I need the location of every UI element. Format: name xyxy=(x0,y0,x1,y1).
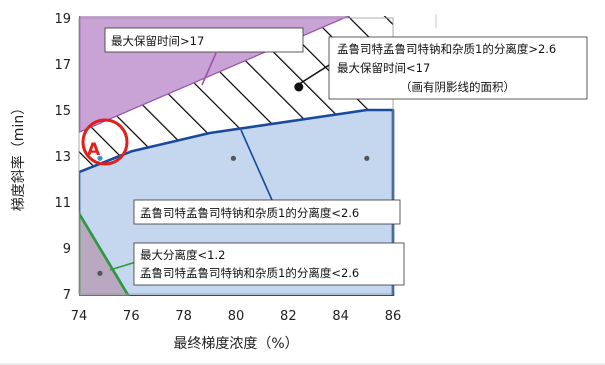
annotation-2-line-2: 最大保留时间<17 xyxy=(337,61,430,75)
annotation-1: 最大保留时间>17 xyxy=(105,28,303,52)
marker-a-label: A xyxy=(87,140,101,160)
data-point-2 xyxy=(364,156,369,161)
y-tick-label-3: 13 xyxy=(54,150,71,165)
y-tick-label-2: 11 xyxy=(54,196,71,211)
data-point-1 xyxy=(231,156,236,161)
x-tick-label-5: 84 xyxy=(332,309,349,324)
x-tick-label-1: 76 xyxy=(123,309,140,324)
annotation-4: 最大分离度<1.2 孟鲁司特孟鲁司特钠和杂质1的分离度<2.6 xyxy=(134,243,404,285)
y-tick-label-5: 17 xyxy=(54,58,71,73)
annotation-3-line-1: 孟鲁司特孟鲁司特钠和杂质1的分离度<2.6 xyxy=(140,206,359,220)
x-tick-label-6: 86 xyxy=(385,309,402,324)
x-tick-label-3: 80 xyxy=(228,309,245,324)
y-tick-label-4: 15 xyxy=(54,104,71,119)
annotation-2-line-1: 孟鲁司特孟鲁司特钠和杂质1的分离度>2.6 xyxy=(337,42,556,56)
annotation-2-line-3: （画有阴影线的面积） xyxy=(400,80,515,94)
annotation-4-line-1: 最大分离度<1.2 xyxy=(140,248,225,262)
y-tick-label-0: 7 xyxy=(63,288,71,303)
annotation-1-line-1: 最大保留时间>17 xyxy=(111,34,204,48)
y-tick-label-1: 9 xyxy=(63,242,71,257)
annotation-3: 孟鲁司特孟鲁司特钠和杂质1的分离度<2.6 xyxy=(134,200,400,224)
x-tick-label-0: 74 xyxy=(71,309,88,324)
y-tick-label-6: 19 xyxy=(54,12,71,27)
data-point-3 xyxy=(97,271,102,276)
x-tick-label-2: 78 xyxy=(175,309,192,324)
y-ticks: 7 9 11 13 15 17 19 xyxy=(54,12,71,303)
x-tick-label-4: 82 xyxy=(280,309,297,324)
x-ticks: 74 76 78 80 82 84 86 xyxy=(71,309,402,324)
y-axis-label: 梯度斜率（min） xyxy=(10,101,27,211)
x-axis-label: 最终梯度浓度（%） xyxy=(173,336,298,352)
annotation-2: 孟鲁司特孟鲁司特钠和杂质1的分离度>2.6 最大保留时间<17 （画有阴影线的面… xyxy=(329,37,587,99)
annotation-4-line-2: 孟鲁司特孟鲁司特钠和杂质1的分离度<2.6 xyxy=(140,266,359,280)
